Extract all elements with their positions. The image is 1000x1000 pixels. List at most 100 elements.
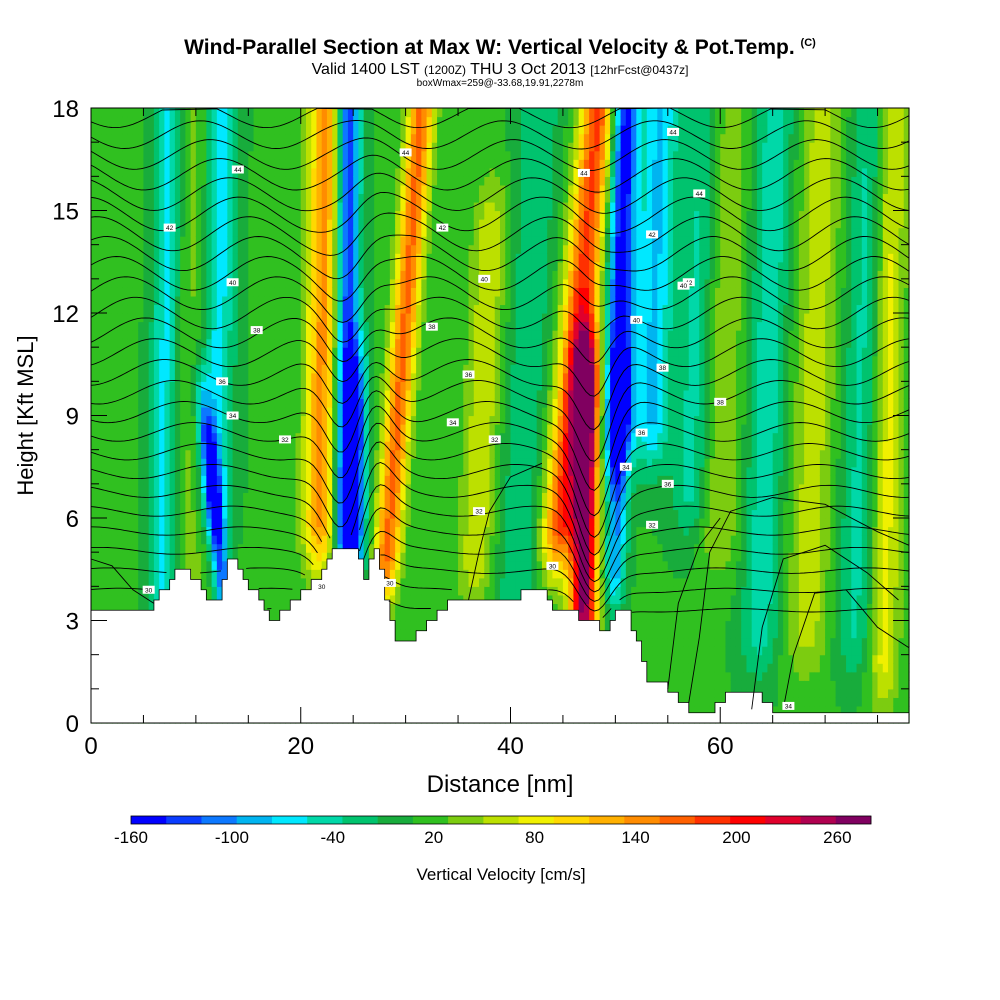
theta-label-bg <box>462 370 475 379</box>
y-tick-label: 9 <box>66 404 79 431</box>
theta-label: 32 <box>648 522 656 529</box>
theta-contour-line <box>688 497 910 703</box>
colorbar-frame <box>130 815 872 825</box>
chart-title: Wind-Parallel Section at Max W: Vertical… <box>184 36 816 59</box>
theta-contour-line <box>90 276 910 323</box>
colorbar-swatch <box>412 816 449 824</box>
colorbar-swatch <box>483 816 519 824</box>
theta-label: 44 <box>402 150 410 157</box>
theta-label: 32 <box>475 509 483 516</box>
theta-label-bg <box>231 165 244 174</box>
theta-contour-line <box>359 484 910 583</box>
colorbar-tick-label: 80 <box>525 828 544 847</box>
theta-contour-line <box>782 589 910 710</box>
theta-label-bg <box>399 148 412 157</box>
theta-label-bg <box>142 585 155 594</box>
theta-contour-line <box>90 338 910 397</box>
theta-label: 34 <box>785 703 793 710</box>
theta-label-bg <box>383 578 396 587</box>
theta-label: 38 <box>717 399 725 406</box>
theta-label: 40 <box>680 283 688 290</box>
colorbar-swatch <box>553 816 590 824</box>
colorbar-tick-label: 260 <box>823 828 851 847</box>
theta-contour-line <box>90 526 318 554</box>
x-tick-label: 60 <box>707 733 734 760</box>
colorbar-swatch <box>694 816 731 824</box>
colorbar-swatch <box>835 816 872 824</box>
theta-label: 36 <box>218 379 226 386</box>
theta-label: 44 <box>669 129 677 136</box>
theta-contour-line <box>90 567 167 574</box>
theta-contour-line <box>90 234 910 280</box>
colorbar-tick-label: 200 <box>722 828 750 847</box>
colorbar-tick-label: 140 <box>621 828 649 847</box>
colorbar-swatch <box>236 816 273 824</box>
x-tick-label: 20 <box>287 733 314 760</box>
theta-label-bg <box>250 326 263 335</box>
theta-label: 36 <box>638 430 646 437</box>
y-tick-label: 0 <box>66 711 79 738</box>
theta-contour-line <box>602 608 612 618</box>
theta-label-bg <box>446 418 459 427</box>
theta-contour-line <box>90 120 910 150</box>
theta-label-bg <box>577 168 590 177</box>
y-tick-label: 6 <box>66 506 79 533</box>
theta-label-bg <box>646 520 659 529</box>
theta-contour-line <box>359 507 910 593</box>
colorbar-swatch <box>201 816 238 824</box>
colorbar-swatch <box>624 816 660 824</box>
theta-contour-line <box>90 376 910 462</box>
theta-label-bg <box>473 507 486 516</box>
theta-label-bg <box>656 363 669 372</box>
theta-label-bg <box>315 582 328 591</box>
theta-label-bg <box>478 274 491 283</box>
colorbar-swatch <box>131 816 167 824</box>
chart-subtitle: Valid 1400 LST (1200Z) THU 3 Oct 2013 [1… <box>311 61 689 78</box>
y-tick-label: 3 <box>66 609 79 636</box>
theta-contour-line <box>90 558 155 604</box>
colorbar-swatch <box>589 816 625 824</box>
theta-contour-line <box>90 172 910 214</box>
theta-label-bg <box>488 435 501 444</box>
theta-label: 34 <box>229 413 237 420</box>
theta-contour-labels: 4444444444424242424040404038383838363636… <box>142 127 795 710</box>
theta-label-bg <box>635 428 648 437</box>
theta-label-bg <box>226 411 239 420</box>
y-tick-label: 18 <box>52 96 79 123</box>
y-axis-label: Height [Kft MSL] <box>13 335 38 495</box>
theta-contour-line <box>667 517 721 689</box>
colorbar-tick-label: 20 <box>424 828 443 847</box>
theta-label-bg <box>693 189 706 198</box>
theta-contour-line <box>90 422 910 538</box>
theta-contour-line <box>90 191 910 234</box>
theta-contour-line <box>363 531 910 602</box>
theta-contours <box>90 107 910 710</box>
theta-contour-line <box>90 405 910 517</box>
theta-label: 42 <box>648 232 656 239</box>
theta-label-bg <box>279 435 292 444</box>
chart-subtitle-2: boxWmax=259@-33.68,19.91,2278m <box>416 78 584 89</box>
theta-label: 36 <box>465 372 473 379</box>
colorbar-swatch <box>342 816 378 824</box>
theta-label: 42 <box>439 225 447 232</box>
theta-contour-line <box>468 462 543 601</box>
y-tick-label: 12 <box>52 301 79 328</box>
theta-label: 32 <box>281 437 289 444</box>
colorbar-tick-label: -100 <box>215 828 249 847</box>
colorbar-swatch <box>659 816 696 824</box>
terrain <box>90 548 910 724</box>
colorbar-swatch <box>448 816 484 824</box>
theta-label: 30 <box>386 580 394 587</box>
theta-label-bg <box>782 701 795 710</box>
theta-contour-line <box>90 137 910 172</box>
theta-contour-line <box>246 567 306 576</box>
theta-label-bg <box>546 561 559 570</box>
theta-contour-line <box>90 154 910 193</box>
colorbar-swatch <box>271 816 308 824</box>
theta-contour-line <box>90 484 331 539</box>
theta-label-bg <box>216 377 229 386</box>
theta-label-bg <box>714 397 727 406</box>
theta-contour-line <box>619 587 910 601</box>
theta-contour-line <box>90 441 910 556</box>
colorbar-swatch <box>307 816 343 824</box>
